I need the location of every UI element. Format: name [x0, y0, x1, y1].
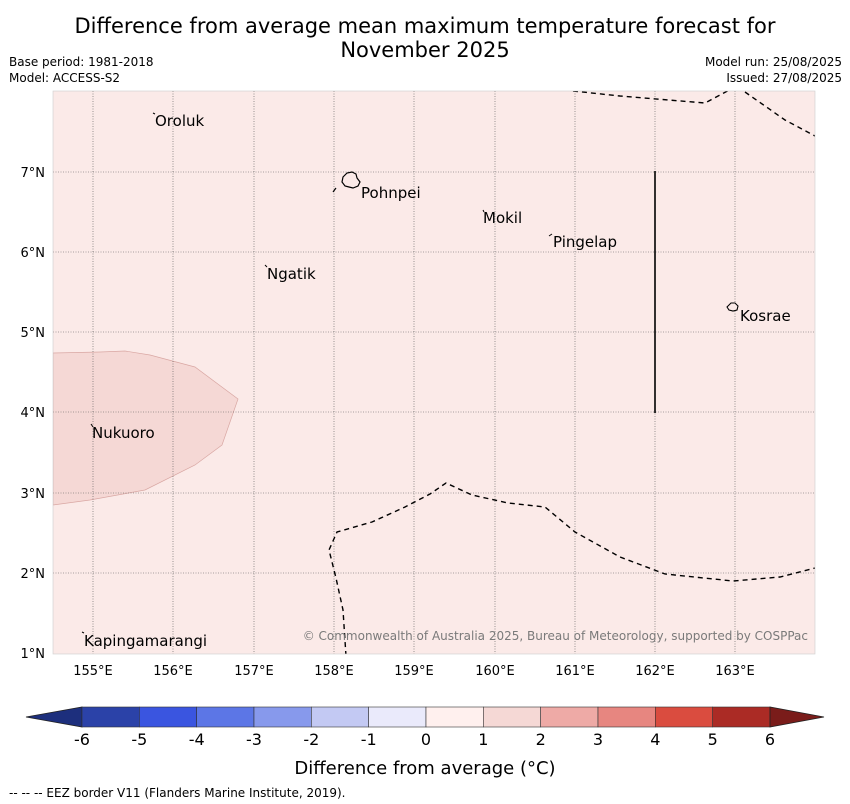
kosrae-island: [726, 302, 739, 312]
label-pohnpei: Pohnpei: [361, 184, 421, 202]
lat-tick-5n: 5°N: [21, 326, 46, 341]
colorbar-extend-low: [25, 706, 83, 728]
lat-tick-3n: 3°N: [21, 487, 46, 502]
lat-tick-labels: 7°N 6°N 5°N 4°N 3°N 2°N 1°N: [21, 166, 46, 662]
colorbar-tick-label: -2: [303, 730, 319, 749]
colorbar-tick-label: 1: [478, 730, 488, 749]
pohnpei-island: [341, 171, 361, 189]
colorbar-swatch: [425, 706, 484, 728]
colorbar-tick-label: 2: [536, 730, 546, 749]
lat-tick-1n: 1°N: [21, 647, 46, 662]
model-info: Base period: 1981-2018 Model: ACCESS-S2: [9, 54, 154, 86]
atoll-markers: [81, 112, 553, 634]
colorbar-swatch: [81, 706, 140, 728]
gridlines: [53, 91, 815, 654]
colorbar-swatch: [253, 706, 312, 728]
colorbar-tick-label: 4: [650, 730, 660, 749]
lon-tick-162e: 162°E: [635, 664, 675, 679]
lon-tick-156e: 156°E: [153, 664, 193, 679]
lat-tick-4n: 4°N: [21, 406, 46, 421]
colorbar-swatch: [597, 706, 656, 728]
colorbar-swatch: [540, 706, 599, 728]
colorbar-title: Difference from average (°C): [294, 758, 555, 779]
colorbar-swatch: [139, 706, 197, 728]
copyright-notice: © Commonwealth of Australia 2025, Bureau…: [303, 629, 808, 643]
label-nukuoro: Nukuoro: [92, 424, 155, 442]
lon-tick-161e: 161°E: [555, 664, 595, 679]
colorbar-swatch: [655, 706, 713, 728]
colorbar: -6 -5 -4 -3 -2 -1 0 1 2 3 4 5 6: [25, 706, 825, 749]
colorbar-tick-label: -3: [246, 730, 262, 749]
colorbar-tick-label: 3: [593, 730, 603, 749]
label-kosrae: Kosrae: [740, 307, 791, 325]
colorbar-tick-label: -1: [361, 730, 377, 749]
model-name: Model: ACCESS-S2: [9, 71, 121, 85]
lon-tick-163e: 163°E: [715, 664, 755, 679]
title-line-1: Difference from average mean maximum tem…: [74, 14, 776, 38]
issued-date: Issued: 27/08/2025: [726, 71, 842, 85]
eez-borders: [328, 91, 815, 654]
colorbar-swatch: [311, 706, 369, 728]
colorbar-tick-label: -6: [74, 730, 90, 749]
map-title: Difference from average mean maximum tem…: [0, 14, 850, 62]
colorbar-tick-label: -4: [189, 730, 205, 749]
title-line-2: November 2025: [340, 38, 510, 62]
colorbar-tick-label: -5: [131, 730, 147, 749]
run-info: Model run: 25/08/2025 Issued: 27/08/2025: [705, 54, 842, 86]
colorbar-swatch: [368, 706, 427, 728]
lon-tick-159e: 159°E: [394, 664, 434, 679]
base-period: Base period: 1981-2018: [9, 55, 154, 69]
eez-segment-pohnpei: [332, 187, 337, 193]
lon-tick-labels: 155°E 156°E 157°E 158°E 159°E 160°E 161°…: [73, 664, 755, 679]
eez-note: -- -- -- EEZ border V11 (Flanders Marine…: [9, 786, 346, 800]
lon-tick-155e: 155°E: [73, 664, 113, 679]
lat-tick-2n: 2°N: [21, 567, 46, 582]
colorbar-swatch: [483, 706, 541, 728]
label-pingelap: Pingelap: [553, 233, 617, 251]
colorbar-tick-label: 5: [708, 730, 718, 749]
colorbar-tick-label: 6: [765, 730, 775, 749]
lat-tick-7n: 7°N: [21, 166, 46, 181]
anomaly-region: [53, 350, 239, 506]
lon-tick-160e: 160°E: [475, 664, 515, 679]
label-kapingamarangi: Kapingamarangi: [84, 632, 207, 650]
colorbar-swatch: [712, 706, 771, 728]
lon-tick-158e: 158°E: [314, 664, 354, 679]
lat-tick-6n: 6°N: [21, 246, 46, 261]
map-frame: [52, 90, 816, 655]
label-mokil: Mokil: [483, 209, 522, 227]
lon-tick-157e: 157°E: [234, 664, 274, 679]
colorbar-swatch: [196, 706, 255, 728]
label-oroluk: Oroluk: [155, 112, 204, 130]
colorbar-extend-high: [769, 706, 825, 728]
model-run-date: Model run: 25/08/2025: [704, 55, 842, 69]
colorbar-tick-label: 0: [421, 730, 431, 749]
label-ngatik: Ngatik: [267, 265, 316, 283]
